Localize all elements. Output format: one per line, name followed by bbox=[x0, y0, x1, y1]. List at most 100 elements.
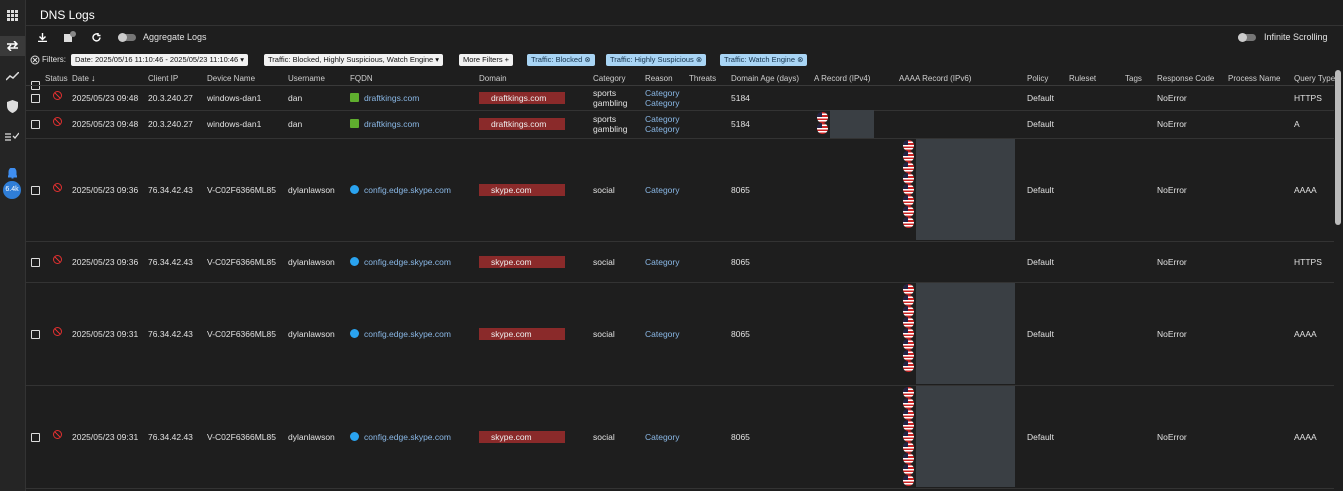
column-header[interactable]: Query Type bbox=[1294, 74, 1336, 83]
device: V-C02F6366ML85 bbox=[207, 328, 276, 339]
infinite-toggle[interactable] bbox=[1238, 33, 1256, 42]
flag-canton bbox=[903, 295, 908, 300]
blocked-icon bbox=[53, 254, 62, 264]
column-header[interactable]: A Record (IPv4) bbox=[814, 74, 871, 83]
domain[interactable]: skype.com bbox=[479, 183, 565, 196]
fqdn[interactable]: draftkings.com bbox=[364, 119, 420, 129]
filters-label: Filters: bbox=[42, 55, 66, 64]
flag-canton bbox=[903, 387, 908, 392]
domain[interactable]: draftkings.com bbox=[479, 92, 565, 104]
device: V-C02F6366ML85 bbox=[207, 256, 276, 267]
column-header[interactable]: Process Name bbox=[1228, 74, 1281, 83]
username: dan bbox=[288, 93, 303, 103]
checklist-icon[interactable] bbox=[5, 132, 19, 142]
query-type: HTTPS bbox=[1294, 93, 1322, 103]
bell-icon[interactable] bbox=[8, 168, 17, 179]
username: dylanlawson bbox=[288, 328, 335, 339]
ip-redacted bbox=[916, 386, 1015, 487]
fqdn[interactable]: config.edge.skype.com bbox=[364, 328, 451, 339]
column-header[interactable]: Username bbox=[288, 74, 325, 83]
category: social bbox=[593, 431, 615, 442]
column-header[interactable]: Threats bbox=[689, 74, 717, 83]
date-filter[interactable]: Date: 2025/05/16 11:10:46 - 2025/05/23 1… bbox=[71, 54, 249, 66]
domain[interactable]: skype.com bbox=[479, 327, 565, 340]
column-header[interactable]: Tags bbox=[1125, 74, 1142, 83]
aggregate-toggle[interactable] bbox=[118, 33, 136, 42]
shield-icon[interactable] bbox=[7, 100, 18, 113]
row-checkbox[interactable] bbox=[31, 185, 40, 195]
fqdn[interactable]: config.edge.skype.com bbox=[364, 184, 451, 195]
refresh-icon[interactable] bbox=[92, 33, 101, 42]
column-header[interactable]: Date bbox=[72, 74, 89, 83]
domain[interactable]: draftkings.com bbox=[479, 118, 565, 130]
chart-icon[interactable] bbox=[6, 72, 19, 81]
flag-icon bbox=[903, 339, 914, 350]
flag-icon bbox=[903, 464, 914, 475]
domain[interactable]: skype.com bbox=[479, 255, 565, 268]
domain[interactable]: skype.com bbox=[479, 430, 565, 443]
filter-chip[interactable]: Traffic: Blocked ⊗ bbox=[527, 54, 595, 66]
column-header[interactable]: AAAA Record (IPv6) bbox=[899, 74, 972, 83]
column-header[interactable]: FQDN bbox=[350, 74, 373, 83]
filter-chip[interactable]: Traffic: Highly Suspicious ⊗ bbox=[606, 54, 707, 66]
reason[interactable]: Category bbox=[645, 88, 680, 98]
apps-icon[interactable] bbox=[7, 10, 18, 21]
flag-icon bbox=[903, 217, 914, 228]
row-line bbox=[26, 385, 1334, 386]
column-header[interactable]: Reason bbox=[645, 74, 673, 83]
fqdn[interactable]: config.edge.skype.com bbox=[364, 256, 451, 267]
column-header[interactable]: Client IP bbox=[148, 74, 179, 83]
active-nav[interactable] bbox=[0, 36, 25, 56]
column-header[interactable]: Device Name bbox=[207, 74, 256, 83]
scrollbar[interactable] bbox=[1335, 70, 1341, 225]
row-checkbox[interactable] bbox=[31, 120, 40, 129]
row-checkbox[interactable] bbox=[31, 432, 40, 442]
column-header[interactable]: Response Code bbox=[1157, 74, 1215, 83]
query-type: A bbox=[1294, 119, 1300, 129]
column-header[interactable]: Policy bbox=[1027, 74, 1049, 83]
fqdn[interactable]: config.edge.skype.com bbox=[364, 431, 451, 442]
traffic-filter[interactable]: Traffic: Blocked, Highly Suspicious, Wat… bbox=[264, 54, 444, 66]
row-checkbox[interactable] bbox=[31, 257, 40, 267]
aggregate-label: Aggregate Logs bbox=[143, 32, 207, 42]
column-header[interactable]: Domain bbox=[479, 74, 507, 83]
columns-icon[interactable] bbox=[64, 31, 76, 42]
response-code: NoError bbox=[1157, 119, 1187, 129]
reason[interactable]: Category bbox=[645, 124, 680, 134]
reason[interactable]: Category bbox=[645, 114, 680, 124]
sort-arrow[interactable]: ↓ bbox=[91, 73, 96, 83]
row-checkbox[interactable] bbox=[31, 329, 40, 339]
more-filters[interactable]: More Filters + bbox=[459, 54, 514, 66]
reason[interactable]: Category bbox=[645, 184, 680, 195]
flag-icon bbox=[903, 306, 914, 317]
clear-filters-icon[interactable] bbox=[30, 55, 40, 65]
flag-canton bbox=[903, 339, 908, 344]
flag-canton bbox=[817, 123, 822, 128]
notification-badge[interactable]: 6.4k bbox=[3, 181, 21, 199]
policy: Default bbox=[1027, 431, 1054, 442]
category: sports bbox=[593, 114, 617, 124]
flag-canton bbox=[903, 350, 908, 355]
flag-icon bbox=[903, 420, 914, 431]
date: 2025/05/23 09:36 bbox=[72, 184, 139, 195]
fqdn[interactable]: draftkings.com bbox=[364, 93, 420, 103]
flag-icon bbox=[903, 328, 914, 339]
reason[interactable]: Category bbox=[645, 98, 680, 108]
category: social bbox=[593, 328, 615, 339]
flag-icon bbox=[903, 173, 914, 184]
column-header[interactable]: Ruleset bbox=[1069, 74, 1097, 83]
reason[interactable]: Category bbox=[645, 431, 680, 442]
device: windows-dan1 bbox=[207, 93, 262, 103]
reason[interactable]: Category bbox=[645, 328, 680, 339]
column-header[interactable]: Domain Age (days) bbox=[731, 74, 800, 83]
download-icon[interactable] bbox=[38, 33, 47, 42]
flag-icon bbox=[903, 162, 914, 173]
reason[interactable]: Category bbox=[645, 256, 680, 267]
column-header[interactable]: Status bbox=[45, 74, 68, 83]
row-checkbox[interactable] bbox=[31, 94, 40, 103]
filter-chip[interactable]: Traffic: Watch Engine ⊗ bbox=[720, 54, 808, 66]
date: 2025/05/23 09:36 bbox=[72, 256, 139, 267]
flag-icon bbox=[903, 442, 914, 453]
column-header[interactable]: Category bbox=[593, 74, 626, 83]
